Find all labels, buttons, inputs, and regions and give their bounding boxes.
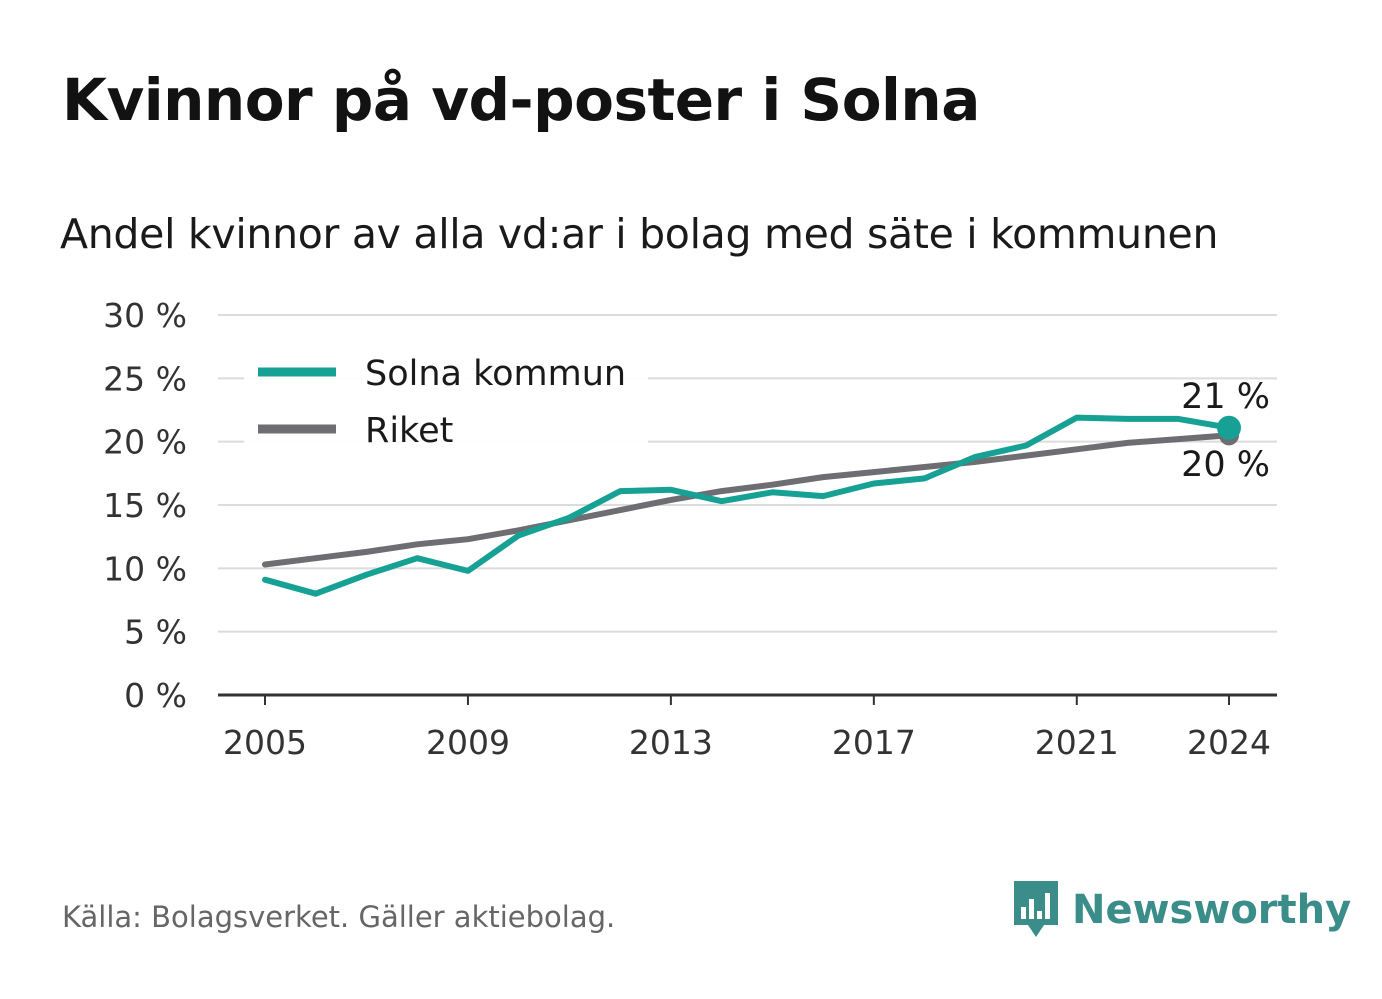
end-point-solna: [1217, 415, 1241, 440]
end-labels: 21 % 20 %: [1181, 377, 1270, 485]
end-label-riket: 20 %: [1181, 445, 1270, 485]
y-tick-label: 25 %: [103, 359, 187, 398]
y-axis-ticks: 0 % 5 % 10 % 15 % 20 % 25 % 30 %: [103, 296, 187, 715]
y-tick-label: 15 %: [103, 486, 187, 525]
x-tick-label: 2005: [223, 723, 307, 762]
y-tick-label: 30 %: [103, 296, 187, 335]
source-note: Källa: Bolagsverket. Gäller aktiebolag.: [62, 900, 616, 934]
chart-title: Kvinnor på vd-poster i Solna: [62, 66, 980, 134]
x-tick-label: 2021: [1035, 723, 1119, 762]
x-axis-ticks: 2005 2009 2013 2017 2021 2024: [223, 695, 1271, 762]
x-tick-label: 2017: [832, 723, 916, 762]
x-tick-label: 2024: [1187, 723, 1271, 762]
y-tick-label: 20 %: [103, 423, 187, 462]
brand-logo[interactable]: Newsworthy: [1010, 878, 1351, 942]
x-tick-label: 2013: [629, 723, 713, 762]
end-label-solna: 21 %: [1181, 377, 1270, 417]
x-tick-label: 2009: [426, 723, 510, 762]
series-line-solna: [262, 414, 1232, 597]
y-tick-label: 5 %: [124, 613, 187, 652]
newsworthy-logo-icon: [1014, 881, 1058, 937]
legend: Solna kommun Riket: [244, 342, 648, 451]
chart-subtitle: Andel kvinnor av alla vd:ar i bolag med …: [60, 210, 1219, 258]
series-line-riket: [262, 432, 1232, 568]
legend-label-solna: Solna kommun: [365, 354, 626, 394]
y-tick-label: 0 %: [124, 676, 187, 715]
brand-name: Newsworthy: [1072, 887, 1352, 933]
legend-label-riket: Riket: [365, 411, 453, 451]
y-tick-label: 10 %: [103, 549, 187, 588]
series-lines: [262, 414, 1241, 597]
